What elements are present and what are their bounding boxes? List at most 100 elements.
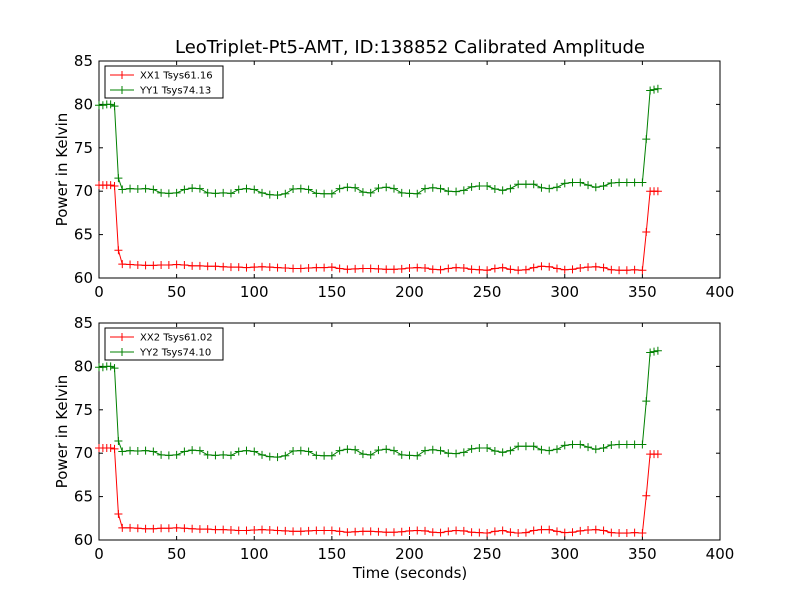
data-point	[320, 526, 329, 535]
data-point	[630, 440, 639, 449]
data-point	[126, 446, 135, 455]
data-point	[591, 445, 600, 454]
data-point	[188, 184, 197, 193]
data-point	[576, 526, 585, 535]
data-point	[397, 450, 406, 459]
data-point	[459, 264, 468, 273]
legend	[104, 65, 224, 99]
data-point	[413, 189, 422, 198]
data-point	[475, 181, 484, 190]
data-point	[490, 447, 499, 456]
data-point	[149, 185, 158, 194]
data-point	[118, 260, 127, 269]
data-point	[273, 191, 282, 200]
data-point	[110, 444, 119, 453]
data-point	[312, 189, 321, 198]
data-point	[358, 264, 367, 273]
data-point	[653, 84, 662, 93]
data-point	[498, 186, 507, 195]
data-point	[444, 527, 453, 536]
data-point	[452, 187, 461, 196]
y-tick-label: 80	[74, 95, 93, 113]
data-point	[506, 265, 515, 274]
data-point	[366, 527, 375, 536]
data-point	[351, 183, 360, 192]
x-tick-label: 400	[706, 545, 735, 563]
y-tick-label: 65	[74, 226, 93, 244]
data-point	[157, 188, 166, 197]
data-point	[211, 525, 220, 534]
x-tick-label: 250	[473, 545, 502, 563]
data-point	[537, 445, 546, 454]
data-point	[382, 528, 391, 537]
data-point	[397, 264, 406, 273]
data-point	[242, 184, 251, 193]
data-point	[529, 526, 538, 535]
data-point	[459, 448, 468, 457]
data-point	[568, 265, 577, 274]
data-point	[172, 260, 181, 269]
data-point	[304, 526, 313, 535]
data-point	[506, 528, 515, 537]
data-point	[312, 526, 321, 535]
data-point	[133, 447, 142, 456]
data-point	[382, 445, 391, 454]
data-point	[607, 440, 616, 449]
data-point	[289, 527, 298, 536]
data-point	[195, 261, 204, 270]
data-point	[335, 527, 344, 536]
data-point	[545, 262, 554, 271]
data-point	[521, 265, 530, 274]
data-point	[537, 262, 546, 271]
data-point	[106, 100, 115, 109]
data-point	[141, 261, 150, 270]
data-point	[615, 178, 624, 187]
data-point	[646, 348, 655, 357]
data-point	[459, 526, 468, 535]
x-tick-label: 100	[240, 283, 269, 301]
data-point	[436, 528, 445, 537]
x-tick-label: 100	[240, 545, 269, 563]
data-point	[514, 529, 523, 538]
data-point	[126, 184, 135, 193]
data-point	[615, 529, 624, 538]
data-point	[141, 446, 150, 455]
data-point	[459, 186, 468, 195]
top-panel: 0 50 100 150 200 250 300 350 400 60 65 70 75 80 85 Powe…	[53, 52, 734, 301]
data-point	[289, 447, 298, 456]
data-point	[537, 525, 546, 534]
data-point	[265, 526, 274, 535]
data-point	[514, 180, 523, 189]
data-point	[521, 528, 530, 537]
x-tick-label: 150	[318, 283, 347, 301]
data-point	[514, 266, 523, 275]
data-point	[265, 263, 274, 272]
data-point	[126, 523, 135, 532]
data-point	[219, 525, 228, 534]
data-point	[615, 266, 624, 275]
data-point	[226, 451, 235, 460]
data-point	[289, 264, 298, 273]
data-point	[483, 266, 492, 275]
data-point	[545, 184, 554, 193]
data-point	[358, 450, 367, 459]
data-point	[576, 178, 585, 187]
y-tick-label: 65	[74, 488, 93, 506]
data-point	[219, 262, 228, 271]
data-point	[467, 528, 476, 537]
data-point	[622, 440, 631, 449]
data-point	[552, 264, 561, 273]
data-point	[250, 263, 259, 272]
data-point	[397, 188, 406, 197]
x-tick-label: 350	[628, 545, 657, 563]
y-tick-label: 70	[74, 182, 93, 200]
x-axis-label: Time (seconds)	[352, 564, 468, 582]
data-point	[545, 446, 554, 455]
y-tick-label: 60	[74, 531, 93, 549]
data-point	[599, 443, 608, 452]
data-point	[234, 526, 243, 535]
data-point	[607, 265, 616, 274]
data-point	[188, 524, 197, 533]
data-point	[219, 188, 228, 197]
